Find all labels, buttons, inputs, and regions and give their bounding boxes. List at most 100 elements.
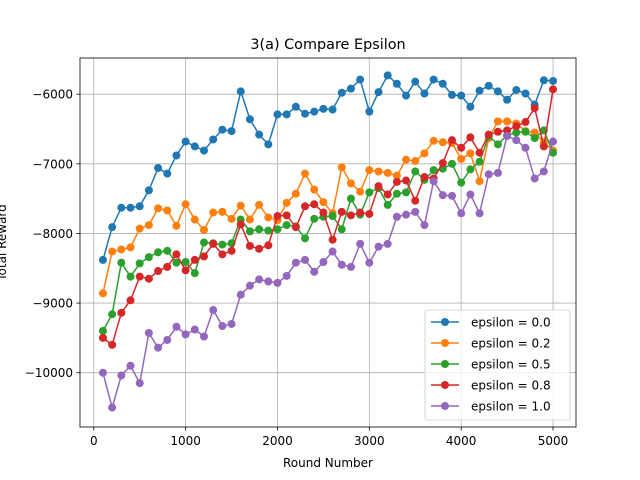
x-tick-label: 4000 xyxy=(446,434,477,448)
data-point xyxy=(291,258,300,267)
data-point xyxy=(549,148,558,157)
data-point xyxy=(273,110,282,119)
data-point xyxy=(236,290,245,299)
data-point xyxy=(154,343,163,352)
data-point xyxy=(539,76,548,85)
data-point xyxy=(108,310,117,319)
data-point xyxy=(117,245,126,254)
data-point xyxy=(383,168,392,177)
y-tick-label: −8000 xyxy=(32,227,73,241)
data-point xyxy=(512,128,521,137)
data-point xyxy=(356,75,365,84)
data-point xyxy=(273,278,282,287)
data-point xyxy=(98,333,107,342)
data-point xyxy=(291,102,300,111)
data-point xyxy=(356,187,365,196)
data-point xyxy=(301,255,310,264)
plot-frame xyxy=(79,57,577,428)
data-point xyxy=(475,148,484,157)
data-point xyxy=(126,296,135,305)
data-point xyxy=(245,281,254,290)
data-point xyxy=(429,177,438,186)
data-point xyxy=(209,208,218,217)
data-point xyxy=(255,225,264,234)
data-point xyxy=(209,135,218,144)
data-point xyxy=(255,200,264,209)
y-tick-label: −10000 xyxy=(25,366,73,380)
legend-label: epsilon = 0.2 xyxy=(471,337,551,351)
data-point xyxy=(411,77,420,86)
data-point xyxy=(98,326,107,335)
x-tick-label: 5000 xyxy=(538,434,569,448)
data-point xyxy=(346,211,355,220)
data-point xyxy=(346,84,355,93)
data-point xyxy=(466,165,475,174)
data-point xyxy=(264,241,273,250)
data-point xyxy=(264,277,273,286)
data-point xyxy=(154,204,163,213)
data-point xyxy=(328,235,337,244)
data-point xyxy=(310,200,319,209)
data-point xyxy=(126,203,135,212)
data-point xyxy=(475,86,484,95)
data-point xyxy=(365,188,374,197)
data-point xyxy=(200,225,208,234)
data-point xyxy=(337,260,346,269)
data-point xyxy=(218,322,227,331)
data-point xyxy=(255,130,264,139)
x-tick-label: 2000 xyxy=(262,434,293,448)
data-point xyxy=(530,128,539,137)
data-point xyxy=(493,168,502,177)
data-point xyxy=(402,176,411,185)
data-point xyxy=(346,194,355,203)
series-4 xyxy=(98,131,558,412)
data-point xyxy=(438,191,447,200)
data-point xyxy=(218,240,227,249)
data-point xyxy=(392,212,401,221)
data-point xyxy=(245,227,254,236)
legend-marker xyxy=(441,339,449,347)
data-point xyxy=(493,140,502,149)
series-lines xyxy=(98,71,558,412)
data-point xyxy=(209,239,218,248)
data-point xyxy=(163,246,172,255)
y-axis-title: Total Reward xyxy=(0,204,9,282)
data-point xyxy=(521,143,530,152)
data-point xyxy=(374,167,383,176)
data-point xyxy=(549,76,558,85)
axis-ticks: 0 1000 2000 3000 4000 5000 −10000 −9000 −8000 −70… xyxy=(25,88,569,448)
data-point xyxy=(521,89,530,98)
data-point xyxy=(126,243,135,252)
data-point xyxy=(108,403,117,412)
data-point xyxy=(356,239,365,248)
data-point xyxy=(117,203,126,212)
data-point xyxy=(429,136,438,145)
data-point xyxy=(190,269,199,278)
data-point xyxy=(301,169,310,178)
data-point xyxy=(135,224,144,233)
data-point xyxy=(255,244,264,253)
data-point xyxy=(126,361,135,370)
data-point xyxy=(420,173,429,182)
data-point xyxy=(172,250,181,259)
data-point xyxy=(493,87,502,96)
x-tick-label: 1000 xyxy=(170,434,201,448)
data-point xyxy=(466,190,475,199)
data-point xyxy=(392,177,401,186)
data-point xyxy=(503,117,512,126)
data-point xyxy=(163,169,172,178)
legend-marker xyxy=(441,402,449,410)
data-point xyxy=(383,71,392,80)
data-point xyxy=(539,142,548,151)
data-point xyxy=(200,332,208,341)
x-tick-label: 3000 xyxy=(354,434,385,448)
data-point xyxy=(172,151,181,160)
data-point xyxy=(163,262,172,271)
data-point xyxy=(154,248,163,257)
data-point xyxy=(493,127,502,136)
data-point xyxy=(466,149,475,158)
data-point xyxy=(190,325,199,334)
legend-marker xyxy=(441,381,449,389)
data-point xyxy=(227,214,236,223)
data-point xyxy=(144,253,153,262)
